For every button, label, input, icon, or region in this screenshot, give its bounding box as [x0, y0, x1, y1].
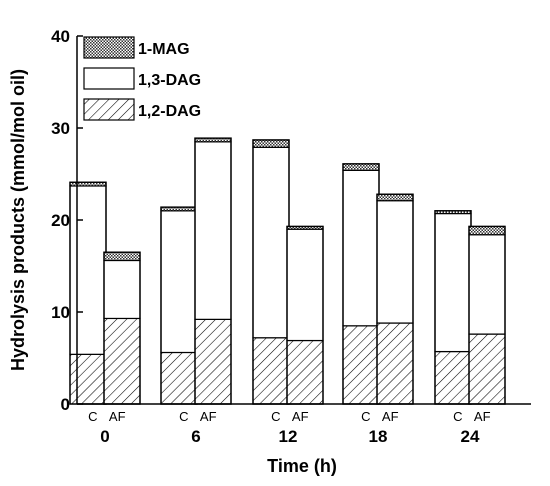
bar-segment-1-2-dag-6h-c: [160, 351, 198, 405]
y-tick-label: 30: [51, 119, 70, 138]
legend-label: 1,2-DAG: [138, 103, 201, 120]
bar-segment-1-3-dag-0h-af: [103, 259, 141, 320]
x-group-label: 18: [369, 427, 388, 446]
bar-segment-1-2-dag-12h-c: [252, 337, 290, 405]
bars-layer: [69, 137, 506, 405]
bar-segment-1-mag-0h-af: [103, 251, 141, 262]
bar-segment-1-2-dag-0h-c: [69, 353, 107, 405]
legend: 1-MAG 1,3-DAG 1,2-DAG: [83, 36, 201, 121]
bar-segment-1-mag-24h-af: [468, 225, 506, 236]
x-sub-label: C: [361, 409, 370, 424]
x-sub-label: C: [88, 409, 97, 424]
x-sub-label: AF: [474, 409, 491, 424]
bar-segment-1-3-dag-6h-c: [160, 210, 198, 354]
x-axis-title: Time (h): [267, 456, 337, 476]
legend-swatch-1-3-dag: [83, 67, 135, 90]
bar-segment-1-mag-12h-c: [252, 139, 290, 148]
bar-segment-1-2-dag-0h-af: [103, 317, 141, 405]
bar-segment-1-3-dag-24h-c: [434, 212, 472, 353]
legend-label: 1-MAG: [138, 41, 190, 58]
x-sub-label: AF: [200, 409, 217, 424]
x-sub-label: C: [179, 409, 188, 424]
y-axis-title: Hydrolysis products (mmol/mol oil): [8, 69, 28, 371]
legend-label: 1,3-DAG: [138, 72, 201, 89]
bar-segment-1-mag-18h-c: [342, 163, 380, 171]
bar-segment-1-3-dag-24h-af: [468, 234, 506, 335]
x-sub-label: C: [271, 409, 280, 424]
x-group-label: 24: [461, 427, 480, 446]
legend-swatch-1-mag: [83, 36, 135, 59]
legend-swatch-1-2-dag: [83, 98, 135, 121]
x-group-label: 0: [100, 427, 109, 446]
bar-segment-1-2-dag-18h-af: [376, 322, 414, 405]
bar-segment-1-2-dag-18h-c: [342, 325, 380, 405]
bar-segment-1-2-dag-24h-c: [434, 350, 472, 405]
bar-segment-1-2-dag-24h-af: [468, 333, 506, 405]
y-tick-label: 40: [51, 27, 70, 46]
x-sub-label: AF: [292, 409, 309, 424]
bar-segment-1-3-dag-6h-af: [194, 141, 232, 320]
x-sub-label: C: [453, 409, 462, 424]
y-tick-label: 20: [51, 211, 70, 230]
bar-segment-1-mag-18h-af: [376, 193, 414, 202]
x-group-label: 6: [191, 427, 200, 446]
bar-segment-1-3-dag-12h-c: [252, 146, 290, 339]
bar-segment-1-2-dag-6h-af: [194, 318, 232, 405]
x-sub-label: AF: [109, 409, 126, 424]
bar-segment-1-3-dag-18h-af: [376, 200, 414, 324]
bar-segment-1-3-dag-18h-c: [342, 169, 380, 327]
bar-segment-1-3-dag-0h-c: [69, 185, 107, 355]
bar-segment-1-2-dag-12h-af: [286, 339, 324, 405]
y-tick-label: 0: [61, 395, 70, 414]
x-group-label: 12: [279, 427, 298, 446]
bar-segment-1-3-dag-12h-af: [286, 228, 324, 342]
x-sub-label: AF: [382, 409, 399, 424]
y-tick-label: 10: [51, 303, 70, 322]
y-axis-ticks: 0 10 20 30 40: [51, 27, 83, 414]
